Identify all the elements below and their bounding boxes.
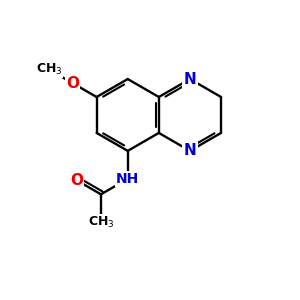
Text: O: O — [70, 173, 83, 188]
Text: CH$_3$: CH$_3$ — [36, 62, 62, 77]
Text: N: N — [184, 71, 196, 86]
Text: CH$_3$: CH$_3$ — [88, 215, 114, 230]
Text: NH: NH — [116, 172, 139, 186]
Text: O: O — [66, 76, 79, 91]
Text: N: N — [184, 143, 196, 158]
